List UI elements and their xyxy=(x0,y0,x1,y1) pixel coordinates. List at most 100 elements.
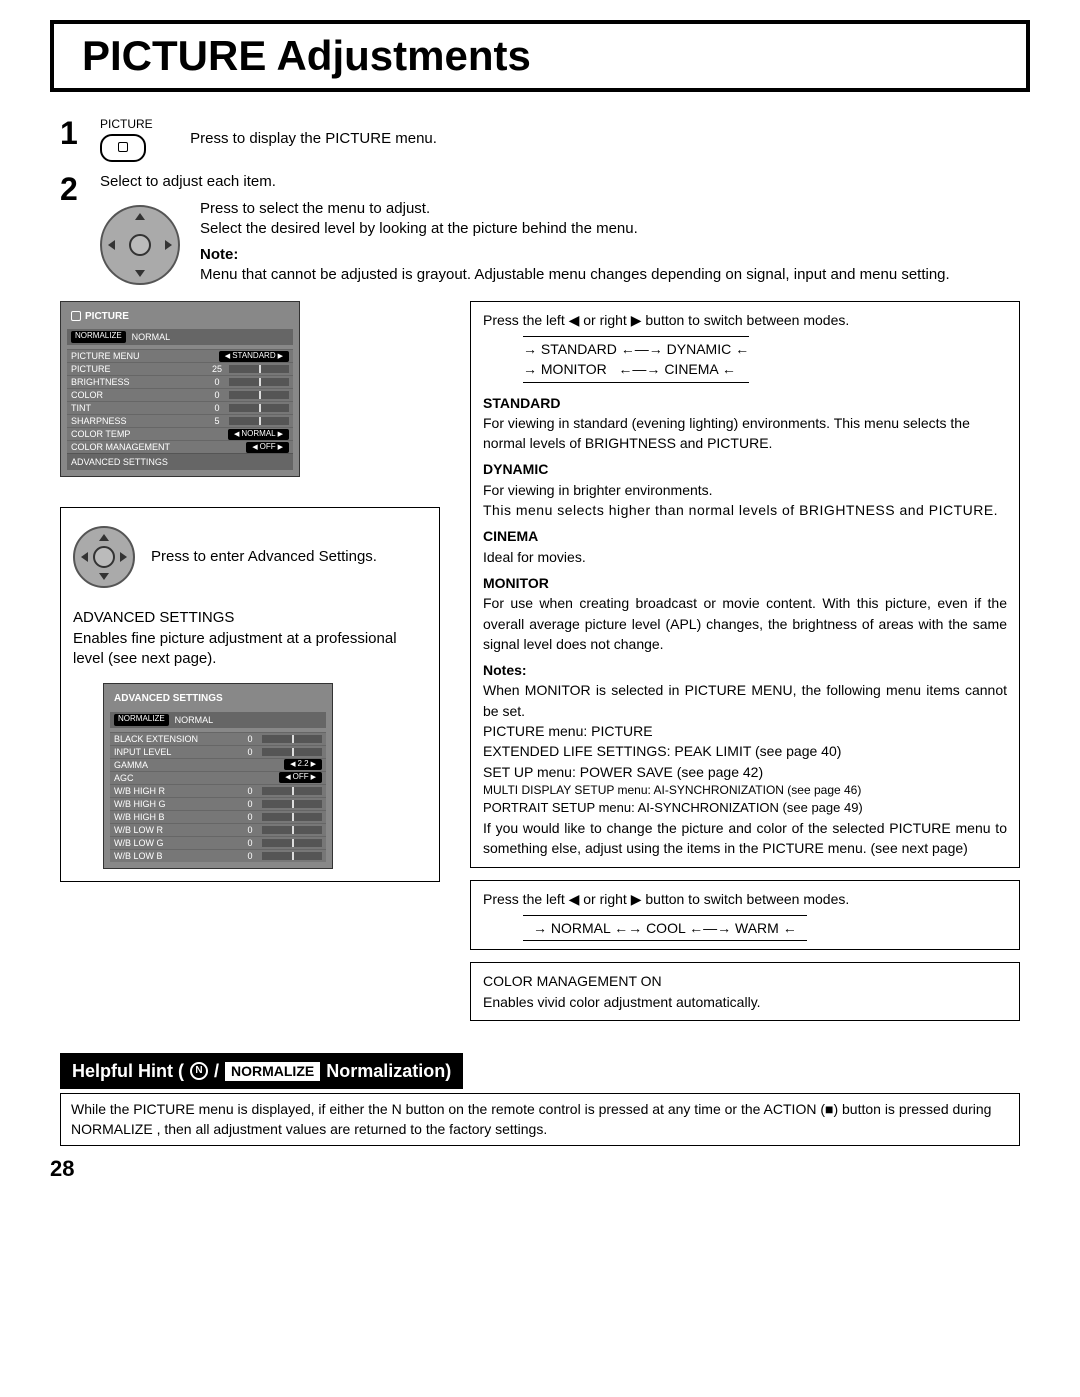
notes-3: EXTENDED LIFE SETTINGS: PEAK LIMIT (see … xyxy=(483,741,1007,761)
hint-prefix: Helpful Hint ( xyxy=(72,1059,184,1083)
temp-modes: → NORMAL ←→ COOL ←—→ WARM ← xyxy=(533,920,797,936)
osd-row[interactable]: INPUT LEVEL0 xyxy=(110,745,326,758)
osd-row[interactable]: TINT0 xyxy=(67,401,293,414)
dynamic-text-1: For viewing in brighter environments. xyxy=(483,480,1007,500)
notes-5: MULTI DISPLAY SETUP menu: AI-SYNCHRONIZA… xyxy=(483,782,1007,799)
osd-row-slider[interactable] xyxy=(229,417,289,425)
osd-row-select[interactable]: ◀STANDARD▶ xyxy=(219,351,289,362)
osd-row-slider[interactable] xyxy=(262,800,322,808)
step-2-intro: Select to adjust each item. xyxy=(100,172,1020,192)
osd-row[interactable]: COLOR TEMP◀NORMAL▶ xyxy=(67,427,293,440)
osd-row-slider[interactable] xyxy=(262,839,322,847)
right-column: Press the left ◀ or right ▶ button to sw… xyxy=(470,301,1020,1033)
osd-row[interactable]: COLOR0 xyxy=(67,388,293,401)
normalize-button[interactable]: NORMALIZE xyxy=(71,331,126,343)
osd-row-slider[interactable] xyxy=(229,378,289,386)
osd-row[interactable]: W/B LOW G0 xyxy=(110,836,326,849)
osd-row[interactable]: GAMMA◀2.2▶ xyxy=(110,758,326,771)
osd-row-select[interactable]: ◀2.2▶ xyxy=(284,759,322,770)
osd-row-label: W/B LOW R xyxy=(114,824,240,836)
osd-row-select[interactable]: ◀NORMAL▶ xyxy=(228,429,289,440)
osd-row-slider[interactable] xyxy=(262,748,322,756)
n-button-icon: N xyxy=(190,1062,208,1080)
osd-row-label: BRIGHTNESS xyxy=(71,376,207,388)
osd-row-value: 0 xyxy=(207,389,227,401)
osd-row[interactable]: W/B LOW R0 xyxy=(110,823,326,836)
notes-2: PICTURE menu: PICTURE xyxy=(483,721,1007,741)
notes-4: SET UP menu: POWER SAVE (see page 42) xyxy=(483,762,1007,782)
osd-row-select[interactable]: ◀OFF▶ xyxy=(279,772,322,783)
osd-row-value: 0 xyxy=(240,811,260,823)
osd-row-slider[interactable] xyxy=(262,852,322,860)
osd-row-slider[interactable] xyxy=(229,365,289,373)
hint-slash: / xyxy=(214,1059,219,1083)
adv-osd-normalize-row: NORMALIZE NORMAL xyxy=(110,712,326,728)
osd-row-slider[interactable] xyxy=(262,813,322,821)
advanced-block: Press to enter Advanced Settings. ADVANC… xyxy=(60,507,440,881)
helpful-hint-box: While the PICTURE menu is displayed, if … xyxy=(60,1093,1020,1146)
osd-row-label: TINT xyxy=(71,402,207,414)
step-2-line-a: Press to select the menu to adjust. xyxy=(200,199,1020,219)
osd-row-label: GAMMA xyxy=(114,759,284,771)
osd-row-value: 0 xyxy=(240,785,260,797)
monitor-text: For use when creating broadcast or movie… xyxy=(483,593,1007,654)
advanced-desc: Enables fine picture adjustment at a pro… xyxy=(73,629,427,670)
notes-6: PORTRAIT SETUP menu: AI-SYNCHRONIZATION … xyxy=(483,799,1007,818)
osd-row[interactable]: BLACK EXTENSION0 xyxy=(110,732,326,745)
osd-row-slider[interactable] xyxy=(229,391,289,399)
cinema-heading: CINEMA xyxy=(483,526,1007,546)
dynamic-text-2: This menu selects higher than normal lev… xyxy=(483,500,1007,520)
osd-row-label: INPUT LEVEL xyxy=(114,746,240,758)
osd-row[interactable]: SHARPNESS5 xyxy=(67,414,293,427)
step-2-number: 2 xyxy=(60,168,86,290)
standard-heading: STANDARD xyxy=(483,393,1007,413)
mode-standard: → STANDARD ←—→ DYNAMIC ← xyxy=(523,339,749,359)
osd-row-label: SHARPNESS xyxy=(71,415,207,427)
osd-row[interactable]: AGC◀OFF▶ xyxy=(110,771,326,784)
osd-row-value: 25 xyxy=(207,363,227,375)
adv-normalize-button[interactable]: NORMALIZE xyxy=(114,714,169,726)
osd-row[interactable]: W/B HIGH G0 xyxy=(110,797,326,810)
notes-7: If you would like to change the picture … xyxy=(483,818,1007,859)
osd-row-label: COLOR xyxy=(71,389,207,401)
page-number: 28 xyxy=(50,1156,1030,1182)
picture-button[interactable] xyxy=(100,134,146,162)
dpad-icon[interactable] xyxy=(100,205,180,285)
osd-row[interactable]: W/B LOW B0 xyxy=(110,849,326,862)
hint-suffix: Normalization) xyxy=(326,1059,451,1083)
osd-row[interactable]: BRIGHTNESS0 xyxy=(67,375,293,388)
main-content: 1 PICTURE Press to display the PICTURE m… xyxy=(50,112,1030,1146)
osd-row-label: W/B LOW B xyxy=(114,850,240,862)
osd-row[interactable]: PICTURE25 xyxy=(67,362,293,375)
osd-row-select[interactable]: ◀OFF▶ xyxy=(246,442,289,453)
osd-row-value: 0 xyxy=(240,746,260,758)
cm-heading: COLOR MANAGEMENT ON xyxy=(483,971,1007,991)
temp-switch-text: Press the left ◀ or right ▶ button to sw… xyxy=(483,889,1007,909)
osd-row-value: 0 xyxy=(240,798,260,810)
osd-row-slider[interactable] xyxy=(262,826,322,834)
osd-row-label: AGC xyxy=(114,772,279,784)
osd-row-slider[interactable] xyxy=(229,404,289,412)
step-1-text: Press to display the PICTURE menu. xyxy=(190,130,437,147)
osd-row-label: W/B HIGH R xyxy=(114,785,240,797)
osd-row-label: W/B HIGH B xyxy=(114,811,240,823)
osd-row[interactable]: COLOR MANAGEMENT◀OFF▶ xyxy=(67,440,293,453)
color-management-box: COLOR MANAGEMENT ON Enables vivid color … xyxy=(470,962,1020,1021)
osd-normalize-row: NORMALIZE NORMAL xyxy=(67,329,293,345)
standard-text: For viewing in standard (evening lightin… xyxy=(483,413,1007,454)
osd-row[interactable]: W/B HIGH R0 xyxy=(110,784,326,797)
picture-osd: PICTURE NORMALIZE NORMAL PICTURE MENU◀ST… xyxy=(60,301,300,478)
osd-row-value: 0 xyxy=(207,376,227,388)
dpad-small-icon[interactable] xyxy=(73,526,135,588)
osd-row[interactable]: PICTURE MENU◀STANDARD▶ xyxy=(67,349,293,362)
color-temp-box: Press the left ◀ or right ▶ button to sw… xyxy=(470,880,1020,951)
osd-row[interactable]: W/B HIGH B0 xyxy=(110,810,326,823)
osd-row-slider[interactable] xyxy=(262,787,322,795)
step-1-number: 1 xyxy=(60,112,86,162)
osd-row-value: 5 xyxy=(207,415,227,427)
step-2-line-b: Select the desired level by looking at t… xyxy=(200,219,1020,239)
advanced-settings-row[interactable]: ADVANCED SETTINGS xyxy=(67,453,293,470)
osd-row-slider[interactable] xyxy=(262,735,322,743)
osd-icon xyxy=(71,311,81,321)
press-advanced-text: Press to enter Advanced Settings. xyxy=(151,547,377,567)
